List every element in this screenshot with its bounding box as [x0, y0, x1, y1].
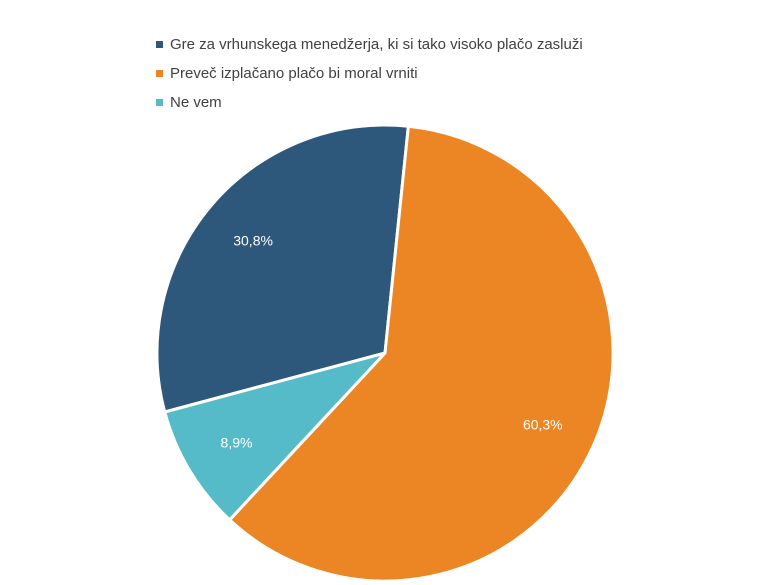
slice-vrniti-placo [228, 124, 615, 583]
data-label: 60,3% [523, 417, 563, 433]
slice-ne-vem [163, 351, 387, 522]
legend-item-vrhunski-menedzer: Gre za vrhunskega menedžerja, ki si tako… [156, 30, 583, 59]
legend-swatch [156, 99, 163, 106]
legend-label: Preveč izplačano plačo bi moral vrniti [170, 65, 418, 82]
chart-legend: Gre za vrhunskega menedžerja, ki si tako… [156, 30, 583, 117]
legend-swatch [156, 70, 163, 77]
legend-swatch [156, 41, 163, 48]
data-label: 30,8% [233, 233, 273, 249]
legend-item-ne-vem: Ne vem [156, 88, 583, 117]
legend-label: Gre za vrhunskega menedžerja, ki si tako… [170, 36, 583, 53]
legend-label: Ne vem [170, 94, 222, 111]
data-label: 8,9% [221, 434, 253, 450]
slice-vrhunski-menedzer [155, 123, 410, 414]
legend-item-vrniti-placo: Preveč izplačano plačo bi moral vrniti [156, 59, 583, 88]
